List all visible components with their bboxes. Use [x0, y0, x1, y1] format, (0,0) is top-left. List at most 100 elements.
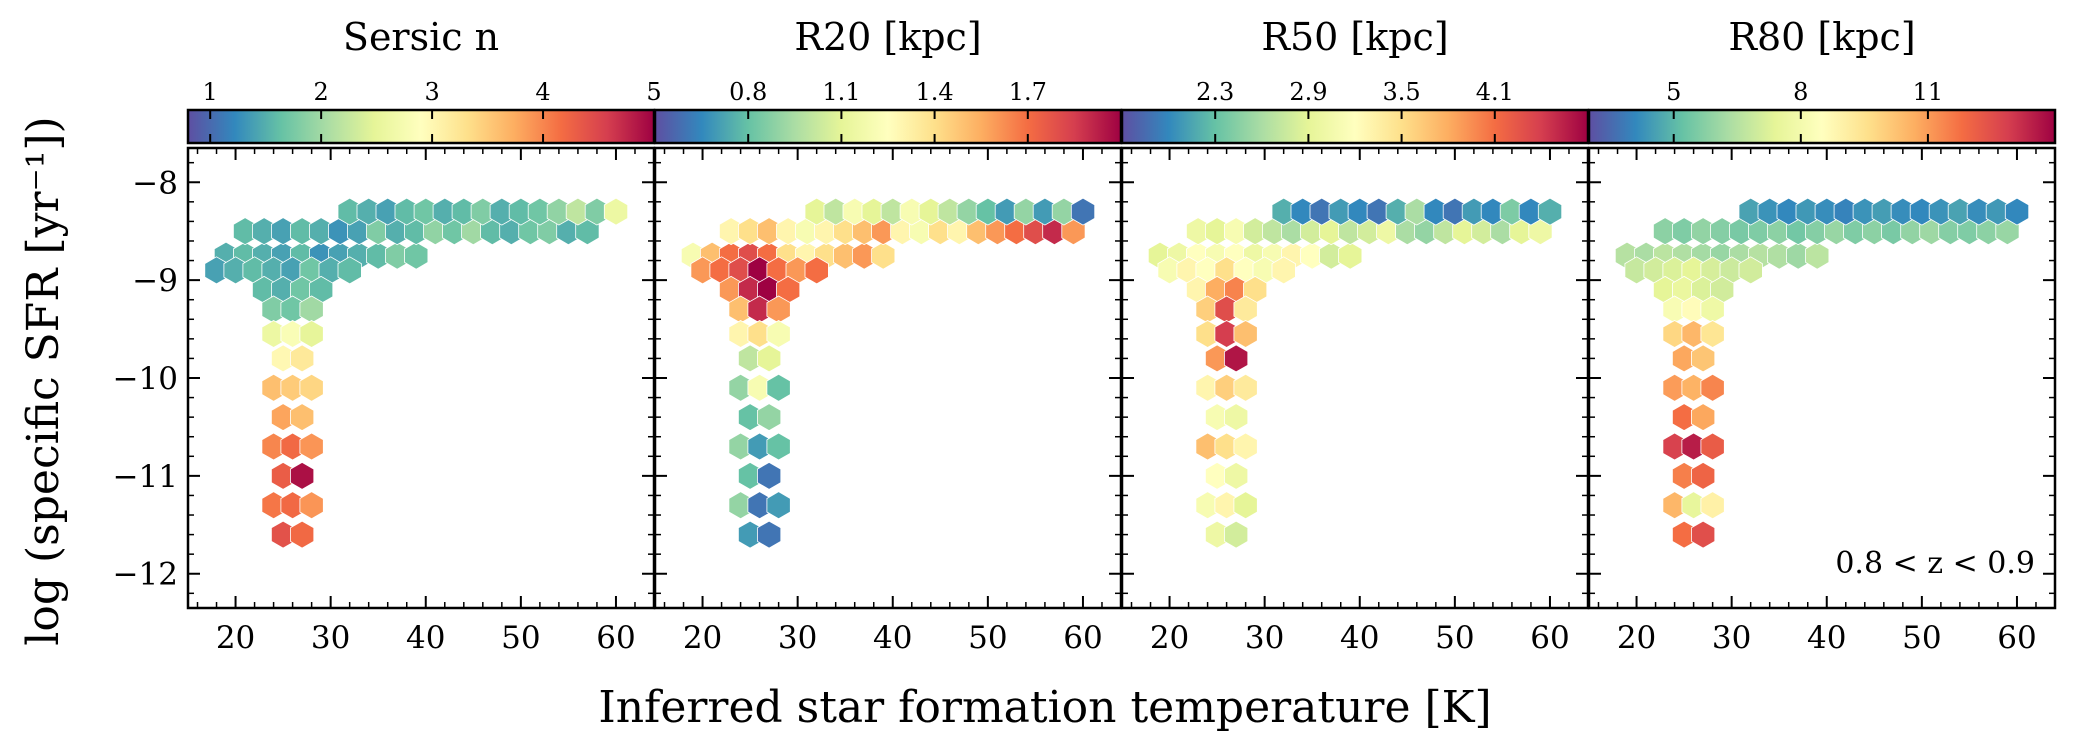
panel-2: 20 30 40 50 60 0.8 1.1 1.4 1.7 R20 [kpc]	[653, 15, 1123, 656]
colorbar-tick-label: 2.3	[1196, 78, 1234, 106]
y-tick-label: −12	[113, 557, 178, 593]
hex-cell	[1528, 217, 1553, 246]
x-tick-label: 60	[1530, 620, 1569, 656]
colorbar-tick-label: 1.7	[1009, 78, 1047, 106]
x-tick-label: 60	[1063, 620, 1102, 656]
x-tick-label: 30	[1245, 620, 1284, 656]
colorbar	[1120, 108, 1590, 145]
hex-cell	[804, 256, 829, 285]
hex-cell	[603, 197, 629, 226]
hex-cell	[1224, 403, 1249, 432]
colorbar-title: R50 [kpc]	[1261, 15, 1448, 59]
hex-cell	[1061, 217, 1086, 246]
x-tick-label: 40	[873, 620, 912, 656]
hex-cell	[2004, 197, 2030, 226]
y-tick-label: −9	[132, 263, 178, 299]
colorbar-tick-label: 11	[1913, 78, 1944, 106]
hex-cell	[299, 432, 324, 461]
panel-3: 20 30 40 50 60 2.3 2.9 3.5 4.1 R50 [kpc]	[1120, 15, 1590, 656]
hex-cell	[299, 491, 324, 520]
hex-cell	[289, 520, 315, 549]
x-tick-label: 30	[311, 620, 350, 656]
x-tick-label: 60	[1997, 620, 2036, 656]
hex-cell	[289, 344, 315, 373]
hex-cell	[1700, 373, 1725, 402]
panel-4: 20 30 40 50 60 5 8 11 R80 [kpc]	[1587, 15, 2057, 656]
hex-cell	[1995, 217, 2020, 246]
colorbar-title: Sersic n	[343, 15, 499, 59]
hex-cell	[1805, 241, 1830, 270]
panel-1: 20 30 40 50 60 −8 −9 −10 −11 −12 1 2 3 4 5 Sersic n	[113, 15, 662, 656]
x-tick-label: 40	[1340, 620, 1379, 656]
hex-cell	[1700, 491, 1725, 520]
hex-cell	[1233, 432, 1258, 461]
colorbar-tick-label: 1	[203, 78, 218, 106]
x-tick-label: 20	[1617, 620, 1656, 656]
x-tick-label: 60	[596, 620, 635, 656]
colorbar-tick-label: 1.1	[822, 78, 860, 106]
colorbar-tick-label: 8	[1793, 78, 1808, 106]
colorbar	[653, 108, 1123, 145]
hex-cell	[1700, 320, 1725, 348]
colorbar-tick-label: 5	[1666, 78, 1681, 106]
colorbar-title: R80 [kpc]	[1728, 15, 1915, 59]
hex-cell	[757, 461, 782, 490]
hex-cell	[1070, 197, 1096, 226]
hex-cell	[1691, 344, 1716, 373]
colorbar-tick-label: 4	[535, 78, 550, 106]
x-tick-label: 20	[1150, 620, 1189, 656]
hex-cell	[404, 241, 429, 270]
hex-cell	[1224, 344, 1249, 373]
x-tick-label: 40	[406, 620, 445, 656]
hex-cell	[757, 520, 782, 549]
y-axis-label: log (specific SFR [yr⁻¹])	[18, 116, 69, 645]
hex-cell	[299, 320, 324, 348]
x-tick-label: 20	[216, 620, 255, 656]
y-tick-label: −10	[113, 361, 178, 397]
colorbar-tick-label: 2	[314, 78, 329, 106]
hex-cell	[871, 241, 896, 270]
hex-cell	[289, 403, 315, 432]
x-tick-label: 30	[1712, 620, 1751, 656]
hex-cell	[1338, 241, 1363, 270]
hex-cell	[766, 373, 791, 402]
colorbar	[186, 108, 656, 145]
hex-cell	[766, 491, 791, 520]
panels: 20 30 40 50 60 −8 −9 −10 −11 −12 1 2 3 4 5 Sersic n 20 30…	[113, 15, 2057, 656]
x-tick-label: 30	[778, 620, 817, 656]
x-tick-label: 40	[1807, 620, 1846, 656]
colorbar-tick-label: 5	[646, 78, 661, 106]
y-tick-label: −11	[113, 459, 178, 495]
hex-cell	[337, 256, 362, 285]
hex-cell	[1233, 373, 1258, 402]
x-tick-label: 50	[1435, 620, 1474, 656]
hex-cell	[289, 461, 315, 490]
hex-cell	[1271, 256, 1296, 285]
colorbar-tick-label: 2.9	[1289, 78, 1327, 106]
colorbar-tick-label: 1.4	[916, 78, 954, 106]
x-axis-label: Inferred star formation temperature [K]	[598, 682, 1491, 733]
hex-cell	[766, 320, 791, 348]
hex-cell	[757, 403, 782, 432]
hex-cell	[757, 344, 782, 373]
x-tick-label: 50	[501, 620, 540, 656]
hex-cell	[1224, 520, 1249, 549]
hex-cell	[1691, 403, 1716, 432]
hex-cell	[299, 373, 324, 402]
colorbar	[1587, 108, 2057, 145]
x-tick-label: 50	[1902, 620, 1941, 656]
colorbar-tick-label: 3	[424, 78, 439, 106]
redshift-annotation: 0.8 < z < 0.9	[1835, 546, 2035, 581]
hex-cell	[1537, 197, 1563, 226]
colorbar-title: R20 [kpc]	[794, 15, 981, 59]
hex-cell	[1738, 256, 1763, 285]
x-tick-label: 20	[683, 620, 722, 656]
x-tick-label: 50	[968, 620, 1007, 656]
hex-cell	[766, 432, 791, 461]
hex-cell	[575, 217, 600, 246]
hex-cell	[1233, 491, 1258, 520]
hex-cell	[1700, 432, 1725, 461]
hex-cell	[1224, 461, 1249, 490]
hex-cell	[1691, 520, 1716, 549]
